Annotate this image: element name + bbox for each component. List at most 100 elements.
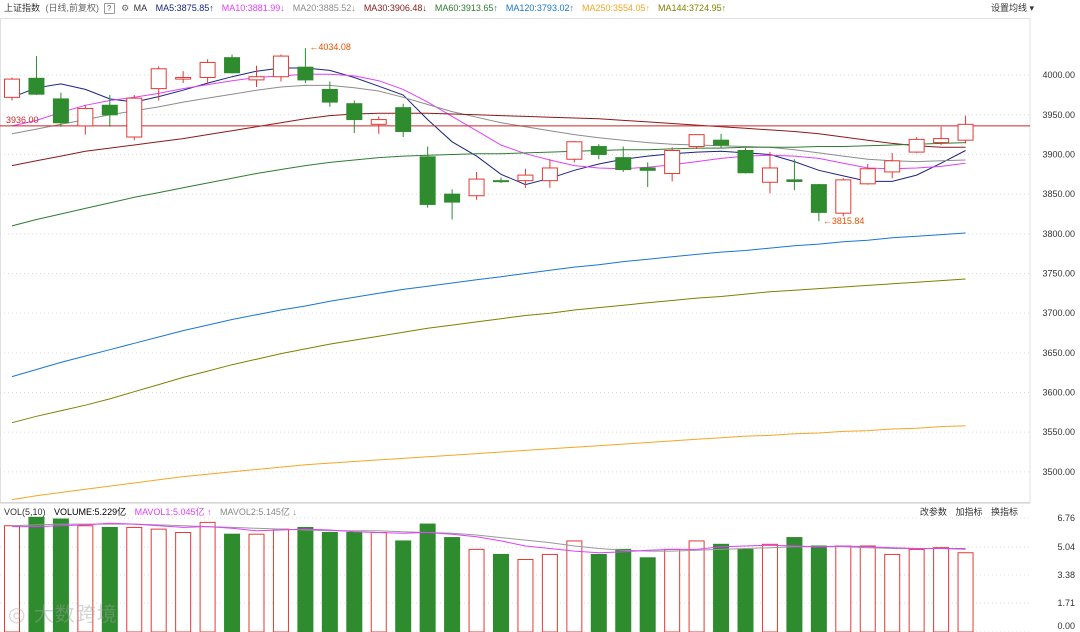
ma-legend: MA5:3875.85 ↑ MA10:3881.99 ↓ MA20:3885.52 … [156,0,734,17]
ma-legend-label: MA10:3881.99 [221,3,281,13]
volume-header: VOL(5,10) VOLUME:5.229亿 MAVOL1:5.045亿 ↑ … [4,505,303,519]
volume-bar-up [933,547,950,632]
volume-bar-down [224,533,241,632]
volume-bar-up [175,532,192,632]
volume-bar-down [101,526,118,632]
volume-bar-down [395,540,412,632]
volume-bar-down [444,537,461,632]
candle-down [713,139,730,146]
ma-legend-label: MA120:3793.02 [505,3,570,13]
volume-bar-up [688,540,705,632]
candle-down [444,193,461,203]
ma-line-ma10 [11,73,966,170]
chart-header: 上证指数 (日线,前复权) ? ⚙ MA MA5:3875.85 ↑ MA10:3… [0,0,1080,18]
volume-bar-down [346,532,363,632]
price-tick-label: 3500.00 [1042,467,1075,477]
candle-down [395,107,412,132]
help-icon[interactable]: ? [103,3,115,14]
volume-bar-up [859,545,876,632]
volume-bar-up [517,558,534,632]
volume-bar-down [786,537,803,632]
volume-bar-up [126,526,143,632]
volume-bar-down [810,545,827,632]
ma-legend-arrow: ↑ [209,3,214,13]
candle-down [419,156,436,205]
gear-icon[interactable]: ⚙ [121,3,130,13]
ma-legend-label: MA250:3554.05 [581,3,646,13]
volume-tick-label: 5.04 [1057,542,1075,552]
candle-up [664,150,681,175]
volume-bar-down [737,548,754,632]
volume-bar-down [590,553,607,632]
mavol2-legend: MAVOL2:5.145亿 ↓ [220,507,297,517]
candle-up [272,55,289,78]
volume-bar-down [615,548,632,632]
candle-down [786,179,803,182]
volume-bar-down [321,532,338,632]
add-indicator-button[interactable]: 加指标 [955,507,983,517]
candle-down [224,57,241,74]
candle-up [126,97,143,138]
mavol1-line [12,522,966,554]
ma-line-ma144 [11,278,966,424]
ma-line-ma20 [11,84,966,163]
mavol2-label: MAVOL2:5.145亿 [220,507,290,517]
ma-legend-arrow: ↓ [280,3,285,13]
candle-up [541,167,558,182]
change-params-button[interactable]: 改参数 [919,507,947,517]
candle-down [615,157,632,171]
switch-indicator-button[interactable]: 换指标 [990,507,1018,517]
caret-down-icon: ▾ [1029,3,1034,13]
ma-legend-arrow: ↓ [351,3,356,13]
candle-up [859,168,876,185]
ma-legend-item: MA5:3875.85 ↑ [156,0,214,17]
candle-down [346,103,363,121]
candle-up [199,61,216,79]
mavol1-legend: MAVOL1:5.045亿 ↑ [135,507,212,517]
price-tick-label: 3800.00 [1042,229,1075,239]
ma-legend-label: MA30:3906.48 [363,3,423,13]
candle-up [4,78,20,98]
price-tick-label: 3950.00 [1042,110,1075,120]
candle-up [175,77,192,80]
candle-up [468,178,485,197]
candle-up [957,123,974,141]
price-tick-label: 3550.00 [1042,427,1075,437]
price-tick-label: 3900.00 [1042,149,1075,159]
candle-down [810,184,827,213]
ma-legend-arrow: ↑ [493,3,498,13]
volume-bar-up [884,553,901,632]
ma-legend-arrow: ↑ [721,3,727,13]
mavol1-label: MAVOL1:5.045亿 [134,507,205,517]
ma-line-ma30 [11,112,966,167]
volume-bar-up [468,548,485,632]
volume-bar-up [248,533,265,632]
reference-line-label: 3936.00 [6,115,39,125]
price-tick-label: 3750.00 [1042,268,1075,278]
volume-bar-up [150,528,167,632]
candle-down [101,104,118,116]
candle-up [248,76,265,81]
ma-legend-item: MA250:3554.05 ↑ [582,0,650,17]
settings-ma-button[interactable]: 设置均线 ▾ [991,0,1034,17]
price-tick-label: 3850.00 [1042,189,1075,199]
candle-up [688,134,705,148]
mavol1-arrow: ↑ [206,507,212,517]
mavol2-arrow: ↓ [292,507,297,517]
mode-label: (日线,前复权) [45,3,100,13]
ma-legend-label: MA60:3913.65 [434,3,494,13]
ma-legend-arrow: ↑ [569,3,574,13]
candle-up [835,179,852,214]
candle-up [77,107,94,127]
volume-bar-up [761,543,778,632]
ma-legend-item: MA10:3881.99 ↓ [222,0,285,17]
extreme-annotation: ←3815.84 [823,216,865,226]
candle-down [321,88,338,103]
volume-bar-up [664,548,681,632]
volume-bar-down [713,543,730,632]
ma-line-ma5 [11,67,966,186]
watermark-logo: ◎ 大数跨境 [8,602,118,626]
volume-bar-up [541,553,558,632]
candle-up [884,160,901,173]
volume-bar-up [835,545,852,632]
